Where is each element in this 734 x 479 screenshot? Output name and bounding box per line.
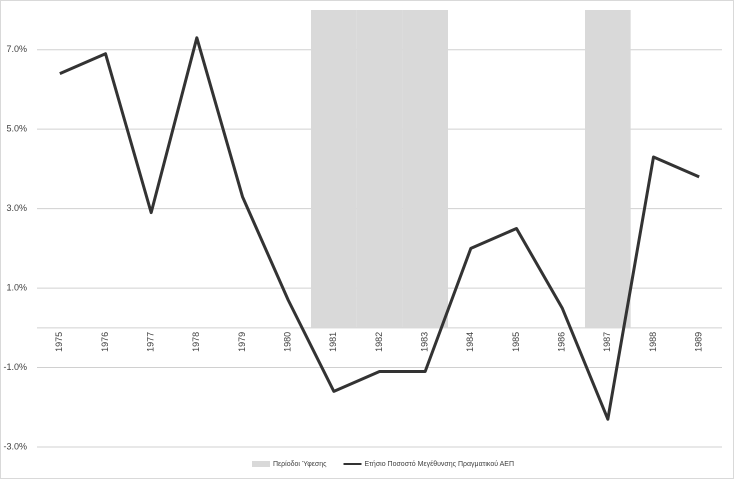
y-tick-label: 7.0% [6, 44, 27, 54]
x-tick-label: 1975 [54, 332, 64, 352]
y-tick-label: 5.0% [6, 124, 27, 134]
legend-label: Περίοδοι Ύφεσης [273, 460, 327, 468]
recession-bar [402, 10, 448, 328]
y-tick-label: 3.0% [6, 203, 27, 213]
y-tick-label: -1.0% [3, 362, 27, 372]
x-tick-label: 1980 [283, 332, 293, 352]
x-tick-label: 1983 [420, 332, 430, 352]
x-tick-label: 1989 [694, 332, 704, 352]
x-tick-label: 1984 [465, 332, 475, 352]
recession-bar [356, 10, 403, 328]
x-tick-label: 1986 [557, 332, 567, 352]
x-tick-label: 1981 [328, 332, 338, 352]
x-tick-label: 1976 [100, 332, 110, 352]
recession-bar [311, 10, 357, 328]
x-tick-label: 1979 [237, 332, 247, 352]
x-tick-label: 1977 [146, 332, 156, 352]
y-tick-label: -3.0% [3, 441, 27, 451]
x-tick-label: 1987 [602, 332, 612, 352]
plot-back: -3.0% -1.0% 1.0% 3.0% 5.0% 7.0% [3, 10, 722, 451]
legend-label: Ετήσιο Ποσοστό Μεγέθυνσης Πραγματικού ΑΕ… [365, 460, 515, 468]
x-tick-label: 1985 [511, 332, 521, 352]
x-tick-label: 1978 [191, 332, 201, 352]
legend-swatch [252, 461, 270, 467]
gdp-line [59, 36, 700, 421]
x-tick-label: 1988 [648, 332, 658, 352]
plot-front: 1975 1976 1977 1978 1979 1980 1981 1982 1983 1984… [54, 36, 704, 468]
x-tick-label: 1982 [374, 332, 384, 352]
y-tick-label: 1.0% [6, 282, 27, 292]
recession-bar [585, 10, 631, 328]
